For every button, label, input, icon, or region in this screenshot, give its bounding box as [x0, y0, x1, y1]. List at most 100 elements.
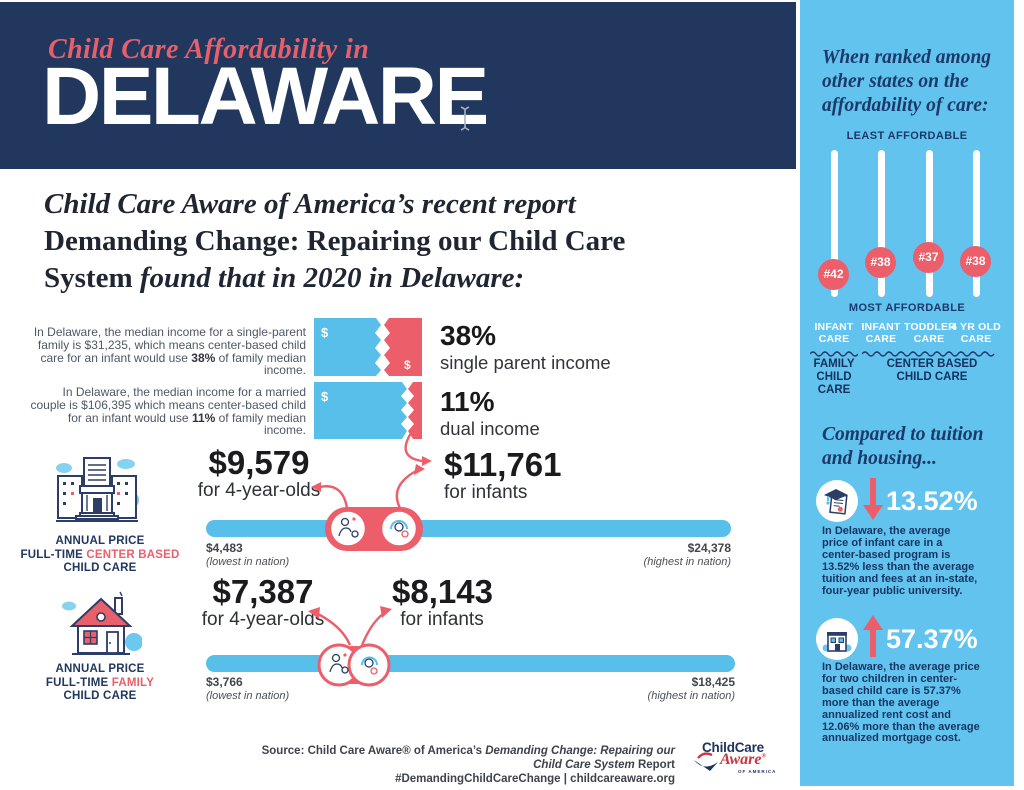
tuition-stat-value: 13.52%: [886, 486, 978, 516]
stat-label: single parent income: [440, 352, 611, 373]
sidebar: When ranked among other states on the af…: [800, 0, 1014, 786]
income-note-single: In Delaware, the median income for a sin…: [30, 326, 306, 377]
stat-value: 11%: [440, 386, 495, 417]
source-line-2: #DemandingChildCareChange | childcareawa…: [395, 773, 675, 785]
family-range-min: $3,766 (lowest in nation): [206, 675, 289, 703]
category-line: CHILD CARE: [63, 690, 137, 702]
brand-logo: ChildCare Aware® OF AMERICA: [692, 740, 788, 774]
range-note: (lowest in nation): [206, 690, 290, 702]
logo-swoosh-icon: [694, 752, 718, 771]
note-text: of family median income.: [215, 350, 306, 378]
center-category-label: ANNUAL PRICE FULL-TIME CENTER BASED CHIL…: [18, 535, 182, 576]
stat-label: dual income: [440, 418, 540, 439]
center-price-4yo: $9,579 for 4-year-olds: [190, 446, 328, 502]
category-line: CHILD CARE: [63, 562, 137, 574]
arrow-icons-center: [311, 429, 432, 509]
note-text: In Delaware, the median income for a mar…: [30, 385, 306, 425]
center-building-icon: [56, 457, 139, 522]
svg-text:$: $: [321, 325, 329, 340]
logo-childcare: ChildCare: [702, 740, 764, 755]
down-arrow-icon: [863, 478, 883, 520]
category-line: FULL-TIME FAMILY: [45, 676, 155, 689]
category-line: FULL-TIME CENTER BASED: [20, 548, 180, 561]
care-type-label: TODDLER CARE: [904, 321, 956, 345]
range-note: (lowest in nation): [206, 556, 290, 568]
range-value: $24,378: [687, 541, 731, 555]
range-note: (highest in nation): [647, 690, 735, 702]
care-type-label: INFANT CARE: [814, 321, 854, 345]
family-price-4yo: $7,387 for 4-year-olds: [194, 575, 332, 631]
svg-text:$: $: [404, 358, 411, 372]
rank-badge: #38: [865, 247, 896, 278]
logo-aware: Aware®: [720, 751, 766, 768]
housing-stat-value: 57.37%: [886, 624, 978, 654]
range-note: (highest in nation): [643, 556, 731, 568]
range-value: $3,766: [206, 675, 243, 689]
category-line: ANNUAL PRICE: [55, 663, 145, 675]
ranking-heading: When ranked among other states on the af…: [822, 47, 992, 116]
stat-single-parent: 38% single parent income: [440, 321, 611, 374]
source-line-1: Source: Child Care Aware® of America’s D…: [261, 745, 675, 771]
note-text: of family median income.: [215, 410, 306, 438]
stat-dual-income: 11% dual income: [440, 387, 540, 440]
tuition-stat-text: In Delaware, the average price of infant…: [822, 525, 978, 597]
price-label: for infants: [444, 482, 528, 503]
rank-track: [830, 150, 838, 297]
intro-report-title: System: [44, 262, 133, 294]
intro-line-2: Demanding Change: Repairing our Child Ca…: [44, 225, 626, 257]
price-label: for 4-year-olds: [201, 609, 325, 630]
center-range-bar: [206, 520, 731, 537]
kicker-title: Child Care Affordability in: [48, 34, 370, 65]
intro-heading: Child Care Aware of America’s recent rep…: [44, 186, 684, 297]
family-price-infant: $8,143 for infants: [392, 573, 493, 631]
category-line: ANNUAL PRICE: [55, 535, 145, 547]
price-value: $8,143: [392, 573, 493, 610]
family-range-max: $18,425 (highest in nation): [585, 675, 735, 703]
center-price-infant: $11,761 for infants: [444, 448, 604, 504]
stat-value: 38%: [440, 320, 497, 351]
rank-track: [877, 150, 885, 297]
intro-line-3-tail: found that in 2020 in Delaware:: [132, 262, 525, 294]
text-cursor-icon: [460, 106, 470, 131]
range-value: $4,483: [206, 541, 243, 555]
svg-text:$: $: [321, 389, 329, 404]
rank-badge: #38: [960, 246, 991, 277]
source-note: Source: Child Care Aware® of America’s D…: [255, 744, 675, 786]
price-value: $11,761: [444, 446, 562, 483]
state-title: DELAWARE: [42, 51, 489, 142]
wave-divider: [810, 351, 858, 357]
group-label-family: FAMILY CHILD CARE: [813, 358, 855, 396]
tuition-icon: [816, 480, 858, 522]
hero-header: Child Care Affordability in DELAWARE: [0, 2, 796, 169]
intro-line-3: System found that in 2020 in Delaware:: [44, 260, 684, 297]
housing-stat-text: In Delaware, the average price for two c…: [822, 661, 980, 745]
center-range-max: $24,378 (highest in nation): [581, 541, 731, 569]
logo-of-america: OF AMERICA: [738, 769, 777, 774]
family-house-icon: [62, 591, 142, 655]
rank-track: [925, 150, 933, 297]
price-label: for infants: [400, 609, 484, 630]
range-value: $18,425: [691, 675, 735, 689]
price-value: $9,579: [208, 444, 310, 481]
price-label: for 4-year-olds: [197, 480, 321, 501]
center-age-markers: [325, 507, 423, 551]
wave-divider: [862, 351, 995, 357]
housing-icon: [816, 618, 858, 660]
note-em: 11%: [191, 410, 216, 425]
up-arrow-icon: [863, 615, 883, 657]
group-label-center: CENTER BASED CHILD CARE: [886, 358, 978, 383]
money-ticket-icon-11: $: [314, 382, 422, 439]
rank-badge: #42: [818, 259, 849, 290]
rank-track: [972, 150, 980, 297]
money-ticket-icon-38: $ $: [314, 318, 422, 376]
income-note-dual: In Delaware, the median income for a mar…: [30, 386, 306, 437]
least-affordable-label: LEAST AFFORDABLE: [846, 130, 968, 142]
center-range-min: $4,483 (lowest in nation): [206, 541, 289, 569]
arrow-icons-family: [308, 606, 392, 646]
family-age-markers: [317, 643, 391, 687]
price-value: $7,387: [212, 573, 314, 610]
family-category-label: ANNUAL PRICE FULL-TIME FAMILY CHILD CARE: [18, 663, 182, 704]
family-range-bar: [206, 655, 735, 672]
care-type-label: 4 YR OLD CARE: [951, 321, 1001, 345]
